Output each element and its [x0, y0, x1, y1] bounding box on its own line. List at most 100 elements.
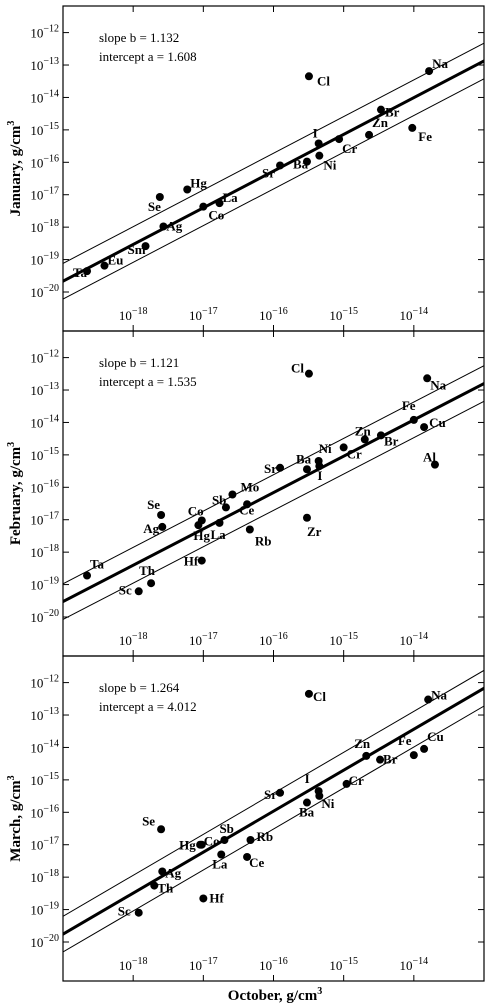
point-ce: [243, 852, 252, 861]
point-label-zn: Zn: [355, 423, 372, 438]
point-label-th: Th: [139, 563, 156, 578]
point-label-ni: Ni: [321, 796, 334, 811]
y-axis-title: February, g/cm3: [6, 442, 24, 545]
y-tick-label: 10−13: [30, 56, 59, 73]
point-label-hg: Hg: [179, 838, 196, 853]
point-cl: [304, 689, 313, 698]
point-label-ce: Ce: [249, 855, 264, 870]
y-tick-label: 10−15: [30, 771, 59, 788]
point-ag: [158, 867, 167, 876]
point-label-co: Co: [208, 208, 224, 223]
x-tick-label: 10−14: [400, 631, 429, 648]
point-label-co: Co: [188, 503, 204, 518]
point-br: [376, 105, 385, 114]
point-na: [423, 374, 432, 383]
point-label-sr: Sr: [262, 165, 275, 180]
point-ba: [302, 157, 311, 166]
point-zn: [362, 751, 371, 760]
point-ba: [302, 465, 311, 474]
point-label-hf: Hf: [184, 554, 199, 569]
point-mo: [228, 490, 237, 499]
x-tick-label: 10−16: [259, 631, 288, 648]
x-tick-label: 10−15: [329, 631, 358, 648]
point-label-i: I: [305, 771, 310, 786]
x-tick-label: 10−18: [119, 631, 148, 648]
point-i: [315, 462, 324, 471]
panel-february: 10−12 10−13 10−14 10−15 10−16 10−17 10−18 10−19…: [6, 330, 485, 657]
y-tick-label: 10−16: [30, 478, 59, 495]
intercept-annotation: intercept a = 1.608: [99, 49, 197, 64]
point-label-br: Br: [384, 433, 399, 448]
point-sr: [276, 161, 285, 170]
point-label-cr: Cr: [342, 141, 357, 156]
y-tick-label: 10−16: [30, 803, 59, 820]
y-tick-label: 10−18: [30, 543, 59, 560]
point-hf: [197, 556, 206, 565]
point-label-cr: Cr: [349, 773, 364, 788]
point-label-sm: Sm: [128, 242, 146, 257]
point-label-al: Al: [423, 450, 436, 465]
point-cu: [420, 744, 429, 753]
point-fe: [408, 123, 417, 132]
x-tick-label: 10−18: [119, 956, 148, 973]
y-tick-label: 10−16: [30, 153, 59, 170]
y-tick-label: 10−19: [30, 251, 59, 268]
point-co: [197, 840, 206, 849]
point-ni: [315, 151, 324, 160]
regression-line: [63, 381, 484, 604]
point-cl: [304, 369, 313, 378]
point-rb: [245, 525, 254, 534]
y-tick-label: 10−15: [30, 446, 59, 463]
y-tick-label: 10−12: [30, 674, 59, 691]
point-label-na: Na: [430, 377, 446, 392]
x-tick-label: 10−14: [400, 956, 429, 973]
x-tick-label: 10−14: [400, 306, 429, 323]
point-label-ba: Ba: [299, 805, 315, 820]
point-cu: [420, 423, 429, 432]
y-tick-label: 10−14: [30, 413, 59, 430]
point-label-ag: Ag: [166, 218, 182, 233]
point-label-rb: Rb: [255, 533, 272, 548]
point-sm: [141, 242, 150, 251]
panel-march: 10−12 10−13 10−14 10−15 10−16 10−17 10−18 10−19…: [6, 655, 485, 982]
point-sr: [276, 463, 285, 472]
y-tick-label: 10−20: [30, 608, 59, 625]
point-label-sb: Sb: [212, 492, 226, 507]
point-label-sc: Sc: [118, 904, 131, 919]
point-label-sc: Sc: [119, 582, 132, 597]
y-tick-label: 10−19: [30, 576, 59, 593]
point-co: [199, 202, 208, 211]
point-label-th: Th: [157, 881, 174, 896]
point-ta: [83, 267, 92, 276]
y-axis-title: March, g/cm3: [6, 775, 24, 861]
point-se: [157, 510, 166, 519]
x-tick-label: 10−15: [329, 956, 358, 973]
point-label-ag: Ag: [143, 521, 159, 536]
regression-line: [63, 686, 484, 936]
y-tick-label: 10−18: [30, 868, 59, 885]
point-label-fe: Fe: [402, 398, 416, 413]
y-tick-label: 10−13: [30, 381, 59, 398]
point-ag: [158, 522, 167, 531]
point-cr: [335, 135, 344, 144]
lower-bound-line: [63, 705, 484, 953]
intercept-annotation: intercept a = 1.535: [99, 374, 197, 389]
y-tick-label: 10−12: [30, 24, 59, 41]
point-label-na: Na: [431, 688, 447, 703]
point-label-zn: Zn: [372, 115, 389, 130]
point-label-cl: Cl: [317, 73, 330, 88]
y-tick-label: 10−17: [30, 186, 59, 203]
point-label-ce: Ce: [239, 502, 254, 517]
regression-line: [63, 59, 484, 283]
y-axis-title: January, g/cm3: [6, 121, 24, 217]
intercept-annotation: intercept a = 4.012: [99, 699, 197, 714]
point-label-eu: Eu: [107, 253, 123, 268]
point-label-na: Na: [432, 56, 448, 71]
point-label-la: La: [223, 190, 239, 205]
point-zr: [302, 513, 311, 522]
point-na: [424, 695, 433, 704]
point-label-se: Se: [148, 199, 161, 214]
point-label-ni: Ni: [319, 441, 332, 456]
point-label-mo: Mo: [240, 479, 259, 494]
